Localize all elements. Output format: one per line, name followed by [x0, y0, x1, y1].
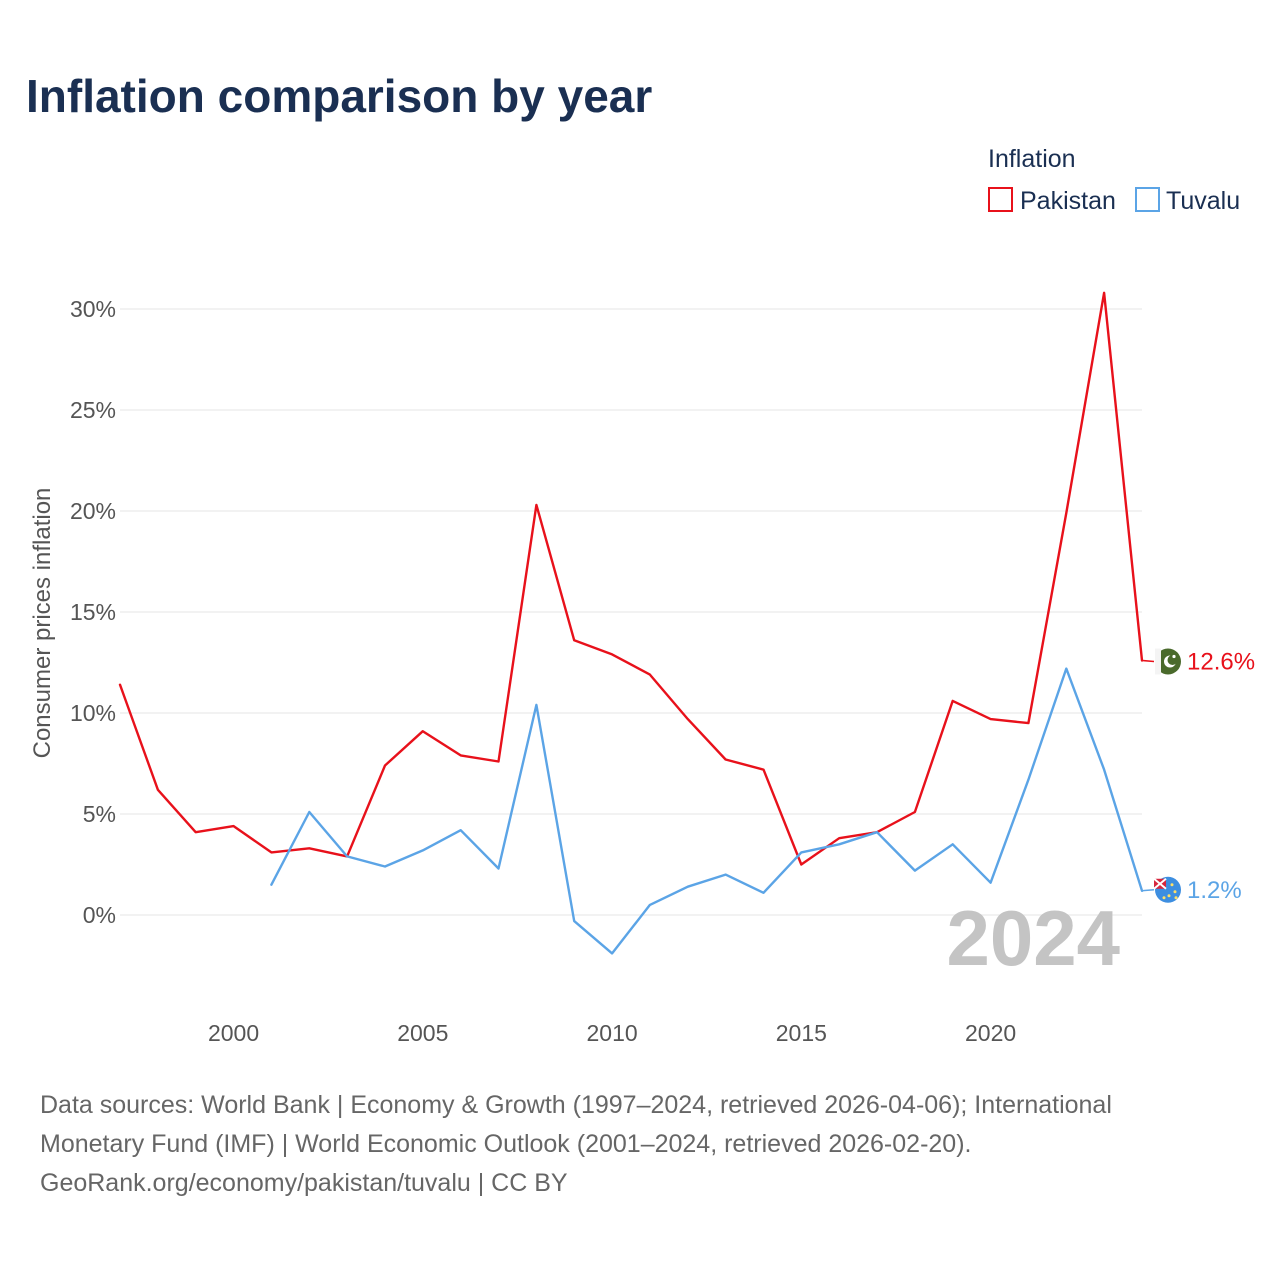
legend: Inflation Pakistan Tuvalu	[988, 145, 1240, 215]
legend-title: Inflation	[988, 145, 1076, 173]
y-tick-label: 5%	[83, 801, 116, 827]
x-tick-label: 2005	[397, 1020, 448, 1046]
y-axis-ticks: 0% 5% 10% 15% 20% 25% 30%	[70, 296, 116, 928]
y-tick-label: 15%	[70, 599, 116, 625]
x-tick-label: 2010	[586, 1020, 637, 1046]
source-line-1: Data sources: World Bank | Economy & Gro…	[40, 1091, 1112, 1119]
y-tick-label: 25%	[70, 397, 116, 423]
series-pakistan: 12.6%	[118, 291, 1255, 866]
series-line-tuvalu	[270, 667, 1144, 955]
series-tuvalu: 1.2%	[270, 667, 1242, 955]
end-label-tuvalu: 1.2%	[1187, 877, 1242, 904]
series-line-pakistan	[118, 291, 1144, 866]
y-tick-label: 10%	[70, 700, 116, 726]
x-axis-ticks: 2000 2005 2010 2015 2020	[208, 1020, 1016, 1046]
y-tick-label: 0%	[83, 902, 116, 928]
x-tick-label: 2015	[776, 1020, 827, 1046]
gridlines	[120, 308, 1142, 916]
source-note: Data sources: World Bank | Economy & Gro…	[40, 1091, 1112, 1197]
legend-swatch-tuvalu	[1135, 187, 1160, 212]
end-connector	[1141, 659, 1155, 663]
y-tick-label: 30%	[70, 296, 116, 322]
end-connector	[1141, 889, 1155, 892]
legend-item-pakistan[interactable]: Pakistan	[988, 187, 1116, 215]
legend-item-tuvalu[interactable]: Tuvalu	[1135, 187, 1240, 215]
series: 12.6% 1.2%	[118, 291, 1255, 955]
pakistan-flag-icon	[1155, 648, 1181, 675]
chart-title: Inflation comparison by year	[26, 70, 652, 122]
legend-label-pakistan: Pakistan	[1020, 187, 1116, 215]
y-tick-label: 20%	[70, 498, 116, 524]
source-line-3: GeoRank.org/economy/pakistan/tuvalu | CC…	[40, 1169, 568, 1197]
source-line-2: Monetary Fund (IMF) | World Economic Out…	[40, 1130, 971, 1158]
legend-label-tuvalu: Tuvalu	[1166, 187, 1240, 215]
y-axis-label: Consumer prices inflation	[29, 488, 56, 759]
x-tick-label: 2000	[208, 1020, 259, 1046]
tuvalu-flag-icon	[1153, 876, 1181, 903]
legend-swatch-pakistan	[988, 187, 1013, 212]
x-tick-label: 2020	[965, 1020, 1016, 1046]
year-watermark: 2024	[946, 894, 1120, 982]
end-label-pakistan: 12.6%	[1187, 648, 1255, 675]
